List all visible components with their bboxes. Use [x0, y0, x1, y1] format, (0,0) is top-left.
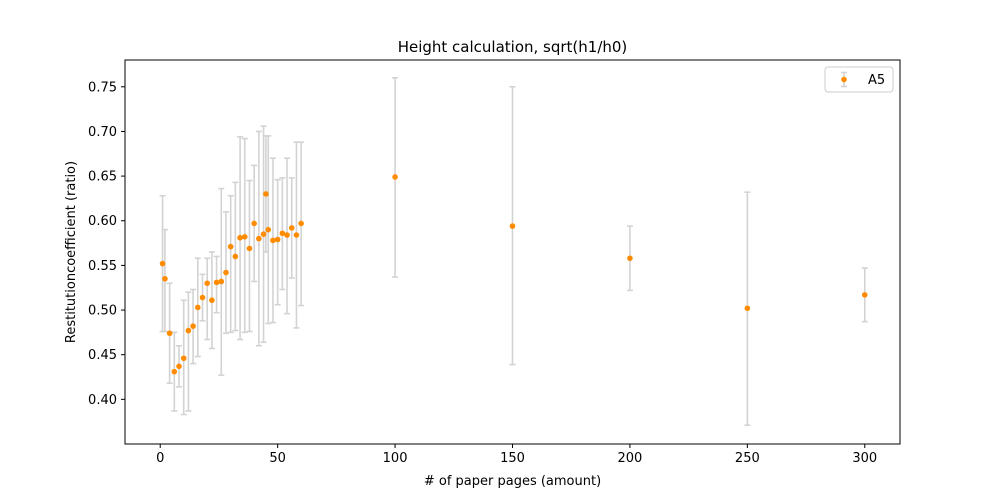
- y-tick-label: 0.55: [88, 259, 117, 274]
- data-point: [260, 231, 267, 237]
- data-point: [159, 260, 166, 267]
- data-point: [241, 234, 248, 240]
- legend-label: A5: [868, 73, 885, 88]
- legend: A5: [824, 66, 894, 93]
- data-point: [237, 234, 243, 241]
- y-tick-label: 0.45: [88, 348, 117, 363]
- x-tick-label: 250: [735, 451, 760, 466]
- data-point: [218, 278, 225, 285]
- data-point: [176, 363, 182, 370]
- x-tick-label: 300: [852, 451, 877, 466]
- data-point: [251, 220, 257, 227]
- plot-area-frame: [124, 59, 901, 445]
- legend-marker: [841, 71, 847, 88]
- data-point: [180, 355, 187, 362]
- data-point: [171, 368, 178, 375]
- legend-point: [841, 76, 847, 83]
- data-point: [744, 305, 751, 312]
- x-tick-label: 50: [269, 451, 286, 466]
- axes-layer: 0 50 100 150 200 250 300 0.40 0.45 0.50 0.55 0.60 0.…: [88, 80, 877, 466]
- y-tick-label: 0.60: [88, 214, 117, 229]
- x-axis-title: # of paper pages (amount): [424, 474, 601, 489]
- data-point: [185, 327, 192, 334]
- data-point: [256, 235, 262, 242]
- data-point: [204, 280, 210, 287]
- y-tick-label: 0.40: [88, 393, 117, 408]
- data-point: [190, 323, 196, 329]
- y-tick-label: 0.65: [88, 170, 117, 185]
- data-point: [166, 330, 173, 337]
- data-point: [209, 297, 215, 304]
- data-point: [232, 253, 239, 260]
- points-layer: [159, 174, 868, 375]
- data-point: [284, 232, 290, 238]
- data-point: [195, 304, 201, 311]
- data-point: [627, 255, 633, 262]
- data-point: [861, 292, 868, 298]
- x-tick-label: 100: [383, 451, 408, 466]
- data-point: [274, 236, 281, 243]
- data-point: [223, 269, 229, 276]
- data-point: [263, 191, 269, 197]
- x-tick-label: 200: [618, 451, 643, 466]
- y-tick-label: 0.70: [88, 125, 117, 140]
- data-point: [392, 174, 398, 180]
- data-point: [298, 220, 304, 227]
- x-tick-label: 0: [156, 451, 164, 466]
- data-point: [213, 279, 220, 286]
- data-point: [288, 225, 295, 231]
- data-point: [199, 294, 206, 301]
- data-point: [246, 245, 253, 252]
- data-point: [265, 226, 272, 233]
- data-point: [279, 230, 286, 237]
- chart-title: Height calculation, sqrt(h1/h0): [398, 38, 628, 56]
- y-tick-label: 0.75: [88, 80, 117, 95]
- data-point: [227, 243, 234, 250]
- y-axis-title: Restitutioncoefficient (ratio): [64, 161, 79, 343]
- data-point: [270, 237, 276, 244]
- x-tick-label: 150: [500, 451, 525, 466]
- data-point: [293, 232, 300, 238]
- data-point: [509, 223, 516, 229]
- y-tick-label: 0.50: [88, 304, 117, 319]
- data-point: [162, 275, 168, 282]
